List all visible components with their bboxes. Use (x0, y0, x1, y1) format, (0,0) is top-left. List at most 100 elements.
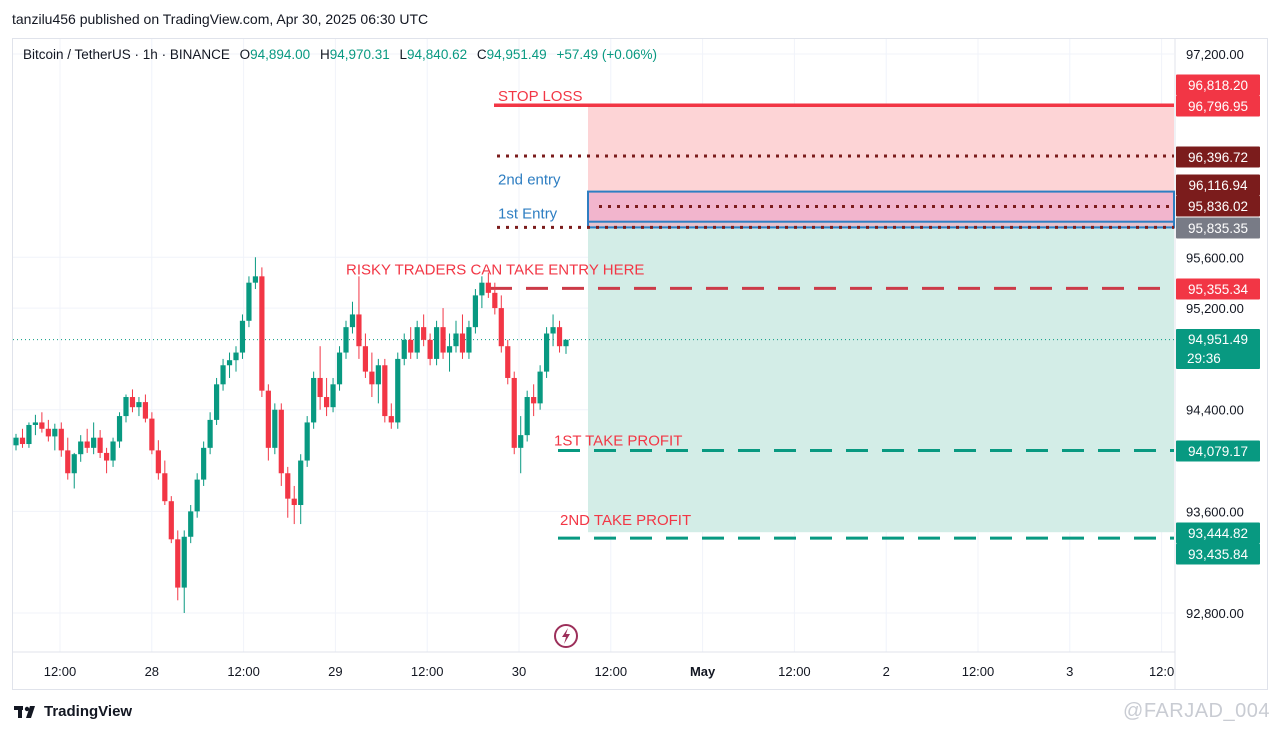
price-tag-background (1176, 217, 1260, 239)
candle-body-up (246, 282, 252, 321)
candle-body-down (369, 371, 375, 385)
candle-body-down (285, 473, 291, 499)
candle-body-down (388, 416, 394, 423)
candle-body-down (440, 327, 446, 353)
high-label: H (319, 47, 330, 62)
candle-body-down (556, 327, 563, 347)
publish-line: tanzilu456 published on TradingView.com,… (12, 11, 429, 27)
take-profit-1-label: 1ST TAKE PROFIT (554, 432, 682, 449)
candle-body-down (142, 402, 149, 419)
time-axis-tick: 2 (883, 664, 890, 679)
candle-body-down (97, 437, 103, 453)
candle-body-down (356, 314, 362, 347)
price-tag-background (1176, 522, 1260, 544)
price-axis-tick: 97,200.00 (1186, 47, 1244, 62)
price-tag: 95,836.02 (1176, 195, 1260, 217)
price-tag: 96,818.20 (1176, 74, 1260, 96)
price-tag-label: 95,355.34 (1188, 282, 1249, 297)
time-axis-tick: 29 (328, 664, 342, 679)
candle-body-down (175, 539, 181, 588)
candle-body-down (103, 452, 110, 461)
price-tag: 93,444.82 (1176, 522, 1260, 544)
low-label: L (399, 47, 408, 62)
price-tag-label: 93,444.82 (1188, 526, 1248, 541)
candle-body-up (375, 365, 381, 385)
change-value: +57.49 (+0.06%) (556, 47, 658, 62)
candle-body-up (550, 327, 556, 334)
candle-body-down (65, 450, 71, 474)
candle-body-up (26, 424, 32, 445)
price-tag-label: 94,079.17 (1188, 444, 1248, 459)
price-tag-background (1176, 146, 1260, 168)
candle-body-up (110, 441, 116, 461)
candle-body-down (39, 422, 45, 429)
risky-entry-label: RISKY TRADERS CAN TAKE ENTRY HERE (346, 261, 644, 278)
candle-body-up (311, 377, 317, 423)
lightning-event-icon[interactable] (554, 624, 578, 648)
candle-body-up (414, 327, 420, 353)
candle-body-up (52, 428, 58, 437)
footer: TradingView @FARJAD_004 (0, 694, 1280, 734)
candle-body-up (13, 437, 19, 446)
price-axis-tick: 95,200.00 (1186, 301, 1244, 316)
candle-body-down (505, 346, 511, 378)
candle-body-down (421, 327, 427, 340)
take-profit-2-label: 2ND TAKE PROFIT (560, 512, 691, 529)
price-tag-background (1176, 74, 1260, 96)
publish-header: tanzilu456 published on TradingView.com,… (0, 0, 1280, 38)
high-value: 94,970.31 (329, 47, 390, 62)
candle-body-up (433, 327, 440, 359)
take-profit-zone (588, 227, 1174, 533)
candle-body-up (466, 327, 472, 353)
price-tag-background (1176, 329, 1260, 369)
entry-box-1st (587, 220, 1175, 229)
candle-body-down (317, 377, 323, 398)
candle-body-down (149, 418, 155, 451)
candle-body-up (401, 339, 407, 359)
price-tag-background (1176, 195, 1260, 217)
time-axis-tick: 12:00 (595, 664, 628, 679)
chart-frame[interactable] (12, 38, 1268, 690)
symbol-name[interactable]: Bitcoin / TetherUS · 1h · BINANCE (23, 47, 230, 62)
chart-canvas[interactable]: STOP LOSS 2nd entry 1st Entry RISKY TRADERS… (0, 0, 1280, 694)
candle-body-down (278, 409, 284, 474)
time-axis-tick: 3 (1066, 664, 1073, 679)
candle-body-down (511, 377, 517, 448)
close-value: 94,951.49 (486, 47, 547, 62)
candle-body-up (194, 479, 200, 512)
price-tag-background (1176, 95, 1260, 117)
open-value: 94,894.00 (250, 47, 311, 62)
price-axis-tick: 95,600.00 (1186, 250, 1244, 265)
time-axis-tick: 12:00 (411, 664, 444, 679)
candle-body-down (19, 437, 26, 445)
candle-body-up (395, 358, 401, 423)
candle-body-down (323, 397, 330, 408)
time-axis-tick: 12:00 (44, 664, 77, 679)
candle-body-up (524, 397, 530, 436)
price-tag-background (1176, 174, 1260, 196)
candle-body-up (91, 437, 97, 448)
candle-body-up (181, 536, 187, 588)
time-axis-tick: 12:00 (962, 664, 995, 679)
candle-body-up (537, 371, 543, 404)
time-axis-tick: 12:00 (778, 664, 811, 679)
entry-2nd-label: 2nd entry (498, 172, 561, 189)
time-axis-tick: 12:0 (1149, 664, 1174, 679)
open-label: O (239, 47, 251, 62)
price-tag: 94,079.17 (1176, 440, 1260, 462)
candle-body-up (233, 352, 239, 361)
tradingview-logo[interactable]: TradingView (14, 703, 132, 720)
candle-body-down (291, 498, 297, 506)
candle-body-up (543, 333, 550, 372)
candle-body-up (188, 511, 194, 537)
candle-body-up (78, 441, 84, 455)
price-tag-label: 95,835.35 (1188, 221, 1248, 236)
candle-body-up (123, 397, 129, 417)
candle-body-down (485, 282, 491, 293)
candle-body-up (446, 346, 453, 353)
candle-body-down (58, 428, 64, 451)
candle-body-up (32, 422, 39, 425)
candle-body-up (479, 282, 485, 296)
low-value: 94,840.62 (407, 47, 468, 62)
candle-body-down (162, 473, 168, 502)
